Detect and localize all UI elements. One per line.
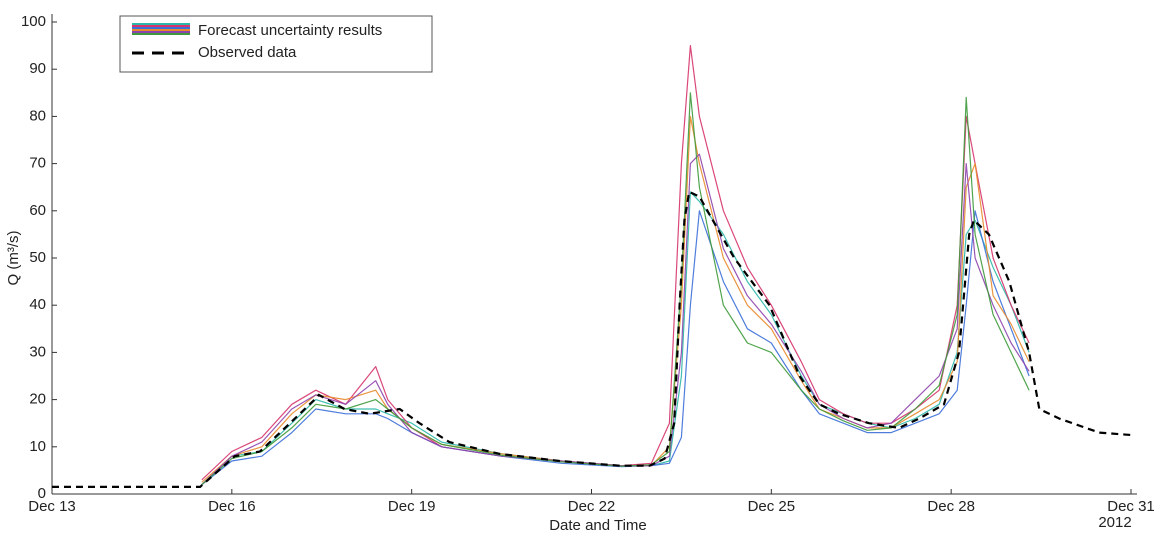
y-axis-label: Q (m³/s) — [5, 231, 22, 286]
y-tick-label: 30 — [29, 343, 46, 360]
x-tick-label: Dec 13 — [28, 498, 76, 515]
ensemble-line — [201, 92, 1030, 486]
y-tick-label: 20 — [29, 391, 46, 408]
x-tick-label: Dec 28 — [927, 498, 975, 515]
x-tick-label: Dec 19 — [388, 498, 436, 515]
y-tick-label: 40 — [29, 296, 46, 313]
y-tick-label: 0 — [38, 485, 46, 502]
legend-box — [119, 15, 433, 73]
y-tick-label: 50 — [29, 249, 46, 266]
ensemble-line — [201, 191, 1030, 486]
legend-label: Observed data — [198, 44, 297, 61]
ensemble-line — [201, 210, 1030, 486]
x-tick-label: Dec 16 — [208, 498, 256, 515]
x-tick-label: Dec 31 — [1107, 498, 1155, 515]
x-year-label: 2012 — [1098, 514, 1131, 531]
x-tick-label: Dec 25 — [748, 498, 796, 515]
x-tick-label: Dec 22 — [568, 498, 616, 515]
y-tick-label: 10 — [29, 438, 46, 455]
y-tick-label: 80 — [29, 107, 46, 124]
y-tick-label: 70 — [29, 155, 46, 172]
y-tick-label: 100 — [21, 13, 46, 30]
y-tick-label: 60 — [29, 202, 46, 219]
ensemble-line — [201, 153, 1030, 486]
ensemble-line — [201, 45, 1030, 481]
x-axis-label: Date and Time — [549, 517, 647, 534]
legend-label: Forecast uncertainty results — [198, 22, 382, 39]
y-tick-label: 90 — [29, 60, 46, 77]
observed-line — [52, 190, 1132, 488]
